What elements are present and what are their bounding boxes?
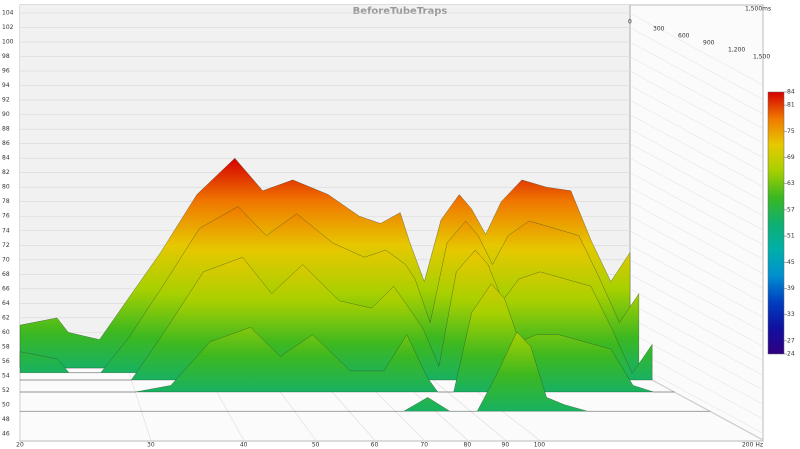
colorbar-tick-label: 81 (787, 102, 795, 109)
y-tick-label: 74 (2, 227, 10, 234)
side-grid-line (629, 288, 764, 362)
waterfall-slice (20, 331, 710, 412)
side-grid-line (629, 143, 764, 216)
side-grid-line (629, 56, 764, 129)
z-tick-label: 600 (678, 33, 690, 40)
y-tick-label: 90 (2, 111, 10, 118)
colorbar-tick-label: 51 (787, 233, 795, 240)
y-tick-label: 80 (2, 184, 10, 191)
colorbar-tick-label: 57 (787, 206, 795, 213)
side-grid-line (629, 70, 764, 144)
x-tick-label: 20 (16, 442, 24, 449)
z-tick-label: 0 (628, 19, 632, 26)
side-grid-line (629, 201, 764, 274)
y-tick-label: 98 (2, 53, 10, 60)
y-tick-label: 76 (2, 213, 10, 220)
side-grid-line (629, 230, 764, 303)
side-grid-line (629, 27, 764, 100)
side-grid-line (629, 41, 764, 115)
y-tick-label: 82 (2, 169, 10, 176)
colorbar-tick-label: 75 (787, 128, 795, 135)
y-tick-label: 46 (2, 431, 10, 438)
side-grid-line (629, 274, 764, 347)
side-grid-line (629, 259, 764, 333)
side-grid-line (629, 186, 764, 260)
y-tick-label: 84 (2, 155, 10, 162)
z-end-label: 1,500ms (745, 6, 771, 13)
y-tick-label: 70 (2, 256, 10, 263)
z-tick-label: 300 (653, 26, 665, 33)
side-grid-line (629, 245, 764, 318)
y-tick-label: 100 (2, 39, 14, 46)
y-tick-label: 102 (2, 24, 14, 31)
x-tick-label: 70 (420, 442, 428, 449)
y-tick-label: 94 (2, 82, 10, 89)
y-tick-label: 62 (2, 314, 10, 321)
colorbar-tick-label: 63 (787, 180, 795, 187)
y-tick-label: 54 (2, 372, 10, 379)
x-tick-label: 50 (312, 442, 320, 449)
side-grid-line (629, 172, 764, 245)
colorbar (767, 91, 785, 355)
colorbar-tick-label: 45 (787, 259, 795, 266)
y-tick-label: 88 (2, 126, 10, 133)
colorbar-tick-label: 24 (787, 351, 795, 358)
z-tick-label: 1,500 (753, 54, 770, 61)
side-grid-line (629, 114, 764, 187)
y-tick-label: 52 (2, 387, 10, 394)
side-grid-line (629, 303, 764, 376)
y-tick-label: 60 (2, 329, 10, 336)
z-tick-label: 1,200 (728, 47, 745, 54)
y-tick-label: 86 (2, 140, 10, 147)
x-tick-label: 80 (464, 442, 472, 449)
side-grid-line (629, 128, 764, 202)
y-tick-label: 104 (2, 10, 14, 17)
side-grid-line (629, 157, 764, 231)
x-tick-label: 100 (534, 442, 546, 449)
y-tick-label: 96 (2, 68, 10, 75)
x-tick-label: 60 (371, 442, 379, 449)
chart-title: BeforeTubeTraps (353, 6, 448, 17)
side-grid-line (629, 85, 764, 158)
colorbar-tick-label: 39 (787, 285, 795, 292)
side-grid-line (629, 317, 764, 391)
side-grid-line (629, 99, 764, 173)
x-tick-label: 200 Hz (742, 442, 763, 449)
colorbar-tick-label: 33 (787, 311, 795, 318)
x-tick-label: 30 (147, 442, 155, 449)
colorbar-tick-label: 84 (787, 89, 795, 96)
y-tick-label: 50 (2, 401, 10, 408)
y-tick-label: 78 (2, 198, 10, 205)
colorbar-tick-label: 69 (787, 154, 795, 161)
y-tick-label: 64 (2, 300, 10, 307)
y-tick-label: 72 (2, 242, 10, 249)
y-tick-label: 56 (2, 358, 10, 365)
y-tick-label: 48 (2, 416, 10, 423)
y-tick-label: 66 (2, 285, 10, 292)
x-tick-label: 90 (502, 442, 510, 449)
side-grid-line (629, 216, 764, 289)
z-tick-label: 900 (703, 40, 715, 47)
y-tick-label: 92 (2, 97, 10, 104)
x-tick-label: 40 (240, 442, 248, 449)
y-tick-label: 68 (2, 271, 10, 278)
side-grid-line (629, 12, 764, 86)
colorbar-tick-label: 27 (787, 337, 795, 344)
y-tick-label: 58 (2, 343, 10, 350)
